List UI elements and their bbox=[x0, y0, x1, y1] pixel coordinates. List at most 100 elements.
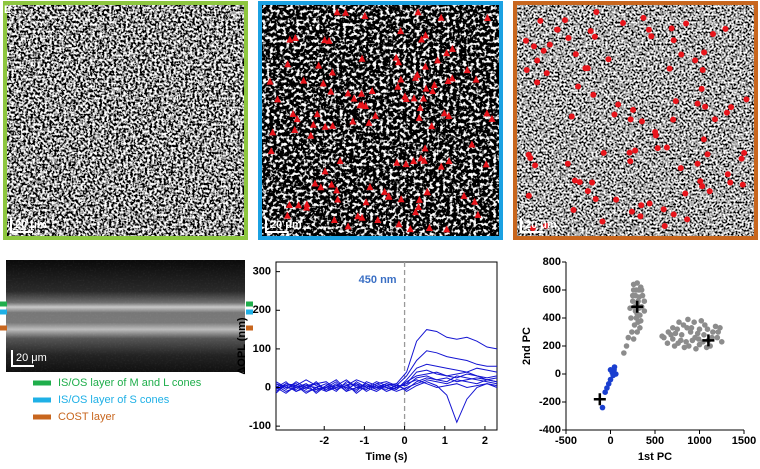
cone-marker bbox=[333, 8, 341, 16]
cone-marker bbox=[699, 183, 706, 190]
cone-marker bbox=[613, 196, 620, 203]
cone-marker bbox=[565, 35, 572, 42]
legend-label: IS/OS layer of M and L cones bbox=[58, 377, 202, 389]
cone-marker bbox=[562, 17, 569, 24]
cone-marker bbox=[336, 157, 344, 165]
cone-marker bbox=[394, 58, 402, 66]
point bbox=[630, 281, 637, 288]
cone-marker bbox=[410, 157, 418, 165]
cone-marker bbox=[684, 216, 691, 223]
cone-marker bbox=[428, 122, 436, 130]
cone-marker bbox=[638, 202, 645, 209]
cone-marker bbox=[395, 220, 403, 228]
cone-marker bbox=[706, 188, 713, 195]
cone-marker bbox=[615, 101, 622, 108]
point bbox=[604, 385, 610, 391]
trace bbox=[275, 371, 498, 394]
cone-marker bbox=[362, 198, 370, 206]
cone-marker bbox=[694, 160, 701, 167]
cone-marker bbox=[670, 211, 677, 218]
cone-marker bbox=[397, 195, 405, 203]
stimulus-label: 450 nm bbox=[359, 274, 397, 286]
cone-marker bbox=[575, 83, 582, 90]
cone-marker bbox=[354, 212, 362, 220]
cone-marker bbox=[293, 115, 301, 123]
cone-marker bbox=[571, 177, 578, 184]
y-axis-label: 2nd PC bbox=[521, 327, 533, 365]
cone-marker bbox=[645, 26, 652, 33]
cone-marker bbox=[421, 144, 429, 152]
cone-marker bbox=[397, 75, 405, 83]
x-tick-label: 1500 bbox=[732, 435, 756, 447]
cone-marker bbox=[392, 53, 400, 61]
cone-marker bbox=[682, 190, 689, 197]
cone-marker bbox=[697, 178, 704, 185]
cone-marker bbox=[663, 144, 670, 151]
cone-marker bbox=[572, 51, 579, 58]
point bbox=[709, 334, 715, 341]
cone-marker bbox=[654, 145, 661, 152]
cone-marker bbox=[328, 180, 336, 188]
cone-marker bbox=[368, 87, 376, 95]
cone-marker bbox=[699, 66, 706, 73]
point bbox=[634, 329, 640, 335]
scale-bar bbox=[520, 218, 543, 233]
x-tick-label: -500 bbox=[555, 435, 577, 447]
cone-marker bbox=[468, 140, 476, 148]
cone-marker bbox=[415, 113, 423, 121]
cone-marker bbox=[317, 183, 325, 191]
point bbox=[717, 325, 723, 331]
cone-marker bbox=[286, 35, 294, 43]
cone-marker bbox=[417, 35, 425, 43]
cone-marker bbox=[434, 56, 442, 64]
cone-marker bbox=[728, 104, 735, 111]
cone-marker bbox=[330, 215, 338, 223]
cone-marker bbox=[474, 210, 482, 218]
cone-marker bbox=[344, 89, 352, 97]
cone-marker bbox=[412, 208, 420, 216]
cone-marker bbox=[540, 47, 547, 54]
legend-label: IS/OS layer of S cones bbox=[58, 394, 170, 406]
cone-marker bbox=[628, 208, 635, 215]
cone-marker bbox=[568, 113, 575, 120]
cone-marker bbox=[482, 160, 490, 168]
y-tick-label: -100 bbox=[249, 420, 271, 432]
cone-marker bbox=[638, 118, 645, 125]
point bbox=[681, 344, 688, 351]
cone-marker bbox=[570, 207, 577, 214]
cone-marker bbox=[402, 160, 410, 168]
point bbox=[688, 325, 695, 331]
cone-marker bbox=[652, 132, 659, 139]
cone-marker bbox=[309, 120, 317, 128]
cone-marker bbox=[701, 49, 708, 56]
cone-marker bbox=[530, 43, 537, 50]
cone-marker bbox=[472, 75, 480, 83]
cone-marker bbox=[630, 106, 637, 113]
point bbox=[678, 337, 684, 344]
layer-marker bbox=[0, 309, 7, 315]
y-tick-label: 0 bbox=[555, 368, 561, 380]
cone-marker bbox=[269, 128, 277, 136]
legend-swatch bbox=[33, 380, 51, 386]
cone-marker bbox=[425, 224, 433, 232]
y-tick-label: 200 bbox=[253, 304, 271, 316]
x-tick-label: 1000 bbox=[687, 435, 711, 447]
cone-marker bbox=[471, 197, 479, 205]
cone-marker bbox=[483, 109, 491, 117]
cone-marker bbox=[307, 131, 315, 139]
point bbox=[695, 336, 702, 342]
cone-marker bbox=[313, 110, 321, 118]
cone-marker bbox=[358, 54, 366, 62]
cone-marker bbox=[423, 187, 431, 195]
cone-marker bbox=[266, 77, 274, 85]
charts: 450 nm -100 0 100 200 300 -2 -1 0 1 2 Time (s) ΔOPL … bbox=[236, 256, 756, 463]
cone-marker bbox=[344, 222, 352, 230]
point bbox=[637, 318, 644, 324]
cone-marker bbox=[646, 200, 653, 207]
cone-marker bbox=[460, 191, 468, 199]
x-tick-label: 0 bbox=[402, 435, 408, 447]
bscan-texture bbox=[6, 260, 245, 372]
cone-marker bbox=[300, 76, 308, 84]
cone-marker bbox=[700, 136, 707, 143]
